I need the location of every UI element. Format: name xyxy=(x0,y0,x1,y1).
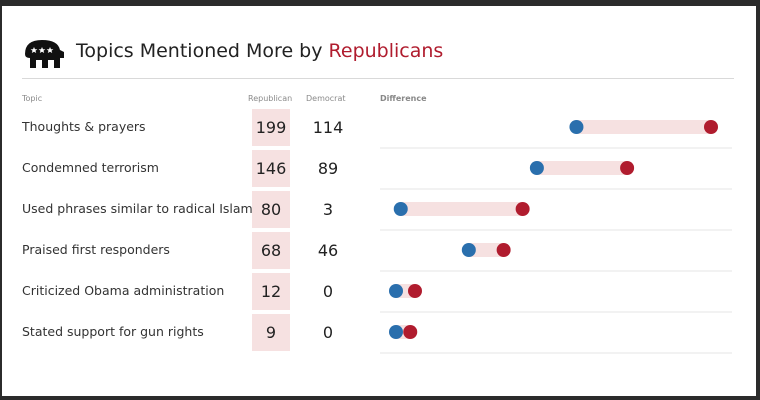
democrat-dot xyxy=(569,120,584,134)
republican-dot xyxy=(496,243,511,257)
topic-column-header: Topic xyxy=(22,94,43,103)
democrat-count: 0 xyxy=(322,323,334,342)
democrat-dot xyxy=(389,284,403,298)
title-accent: Republicans xyxy=(328,40,444,62)
difference-bar xyxy=(576,120,711,134)
republican-dot xyxy=(403,325,418,339)
republican-dot xyxy=(704,120,718,134)
topic-label: Criticized Obama administration xyxy=(22,283,225,298)
topic-label: Praised first responders xyxy=(22,242,170,257)
democrat-count: 3 xyxy=(322,200,334,219)
democrat-column-header: Democrat xyxy=(306,94,346,103)
republican-count: 12 xyxy=(252,273,290,310)
republican-count: 80 xyxy=(252,191,290,228)
democrat-count: 114 xyxy=(312,118,344,137)
difference-column-header: Difference xyxy=(380,94,427,103)
republican-column-header: Republican xyxy=(248,94,293,103)
democrat-dot xyxy=(529,161,544,175)
democrat-dot xyxy=(389,325,403,339)
chart-frame xyxy=(2,6,756,396)
republican-dot xyxy=(407,284,422,298)
democrat-dot xyxy=(461,243,476,257)
topic-label: Stated support for gun rights xyxy=(22,324,204,339)
republican-dot xyxy=(515,202,530,216)
republican-count: 68 xyxy=(252,232,290,269)
difference-bar xyxy=(468,243,504,257)
republican-dot xyxy=(620,161,635,175)
chart-title: Topics Mentioned More by Republicans xyxy=(76,40,443,62)
democrat-dot xyxy=(393,202,408,216)
democrat-count: 0 xyxy=(322,282,334,301)
democrat-count: 46 xyxy=(317,241,339,260)
topic-label: Condemned terrorism xyxy=(22,160,159,175)
difference-bar xyxy=(400,202,523,216)
topic-label: Thoughts & prayers xyxy=(22,119,146,134)
topic-label: Used phrases similar to radical Islam xyxy=(22,201,253,216)
republican-count: 199 xyxy=(252,109,290,146)
republican-count: 146 xyxy=(252,150,290,187)
chart-header: Topics Mentioned More by Republicans xyxy=(22,32,734,72)
republican-count: 9 xyxy=(252,314,290,351)
header-divider xyxy=(22,78,734,79)
title-prefix: Topics Mentioned More by xyxy=(76,40,329,62)
republican-elephant-icon xyxy=(25,40,64,68)
difference-bar xyxy=(536,161,628,175)
democrat-count: 89 xyxy=(317,159,339,178)
